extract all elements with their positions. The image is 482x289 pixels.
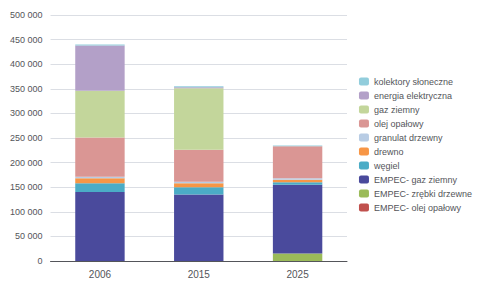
- svg-text:100 000: 100 000: [10, 207, 43, 217]
- svg-text:2025: 2025: [286, 269, 309, 280]
- svg-text:150 000: 150 000: [10, 182, 43, 192]
- svg-text:węgiel: węgiel: [373, 161, 400, 171]
- svg-text:500 000: 500 000: [10, 10, 43, 20]
- svg-text:0: 0: [38, 256, 43, 266]
- svg-text:2006: 2006: [89, 269, 112, 280]
- svg-text:EMPEC- olej opałowy: EMPEC- olej opałowy: [374, 203, 462, 213]
- svg-text:350 000: 350 000: [10, 84, 43, 94]
- svg-text:EMPEC- zrębki drzewne: EMPEC- zrębki drzewne: [374, 189, 472, 199]
- svg-text:250 000: 250 000: [10, 133, 43, 143]
- svg-text:200 000: 200 000: [10, 158, 43, 168]
- svg-text:2015: 2015: [188, 269, 211, 280]
- svg-text:gaz ziemny: gaz ziemny: [374, 105, 420, 115]
- svg-text:50 000: 50 000: [15, 231, 43, 241]
- svg-text:kolektory słoneczne: kolektory słoneczne: [374, 77, 453, 87]
- svg-text:energia elektryczna: energia elektryczna: [374, 91, 452, 101]
- svg-text:granulat drzewny: granulat drzewny: [374, 133, 443, 143]
- svg-text:400 000: 400 000: [10, 59, 43, 69]
- svg-text:450 000: 450 000: [10, 35, 43, 45]
- svg-text:300 000: 300 000: [10, 108, 43, 118]
- svg-text:olej opałowy: olej opałowy: [374, 119, 424, 129]
- svg-text:EMPEC- gaz ziemny: EMPEC- gaz ziemny: [374, 175, 458, 185]
- svg-text:drewno: drewno: [374, 147, 404, 157]
